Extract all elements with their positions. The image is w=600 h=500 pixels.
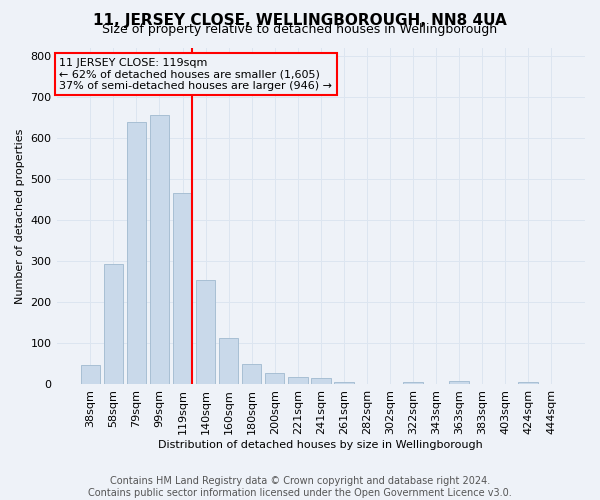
Bar — [518, 382, 538, 384]
Bar — [80, 365, 100, 384]
Bar — [219, 338, 238, 384]
Text: Size of property relative to detached houses in Wellingborough: Size of property relative to detached ho… — [103, 22, 497, 36]
Text: 11, JERSEY CLOSE, WELLINGBOROUGH, NN8 4UA: 11, JERSEY CLOSE, WELLINGBOROUGH, NN8 4U… — [93, 12, 507, 28]
Bar — [403, 382, 423, 384]
Bar — [104, 264, 123, 384]
Bar — [127, 122, 146, 384]
Bar — [265, 374, 284, 384]
Bar — [449, 381, 469, 384]
Bar — [334, 382, 353, 384]
Bar — [242, 364, 262, 384]
Text: Contains HM Land Registry data © Crown copyright and database right 2024.
Contai: Contains HM Land Registry data © Crown c… — [88, 476, 512, 498]
Y-axis label: Number of detached properties: Number of detached properties — [15, 128, 25, 304]
Text: 11 JERSEY CLOSE: 119sqm
← 62% of detached houses are smaller (1,605)
37% of semi: 11 JERSEY CLOSE: 119sqm ← 62% of detache… — [59, 58, 332, 91]
Bar — [149, 115, 169, 384]
Bar — [311, 378, 331, 384]
Bar — [196, 280, 215, 384]
X-axis label: Distribution of detached houses by size in Wellingborough: Distribution of detached houses by size … — [158, 440, 483, 450]
Bar — [173, 193, 193, 384]
Bar — [288, 377, 308, 384]
